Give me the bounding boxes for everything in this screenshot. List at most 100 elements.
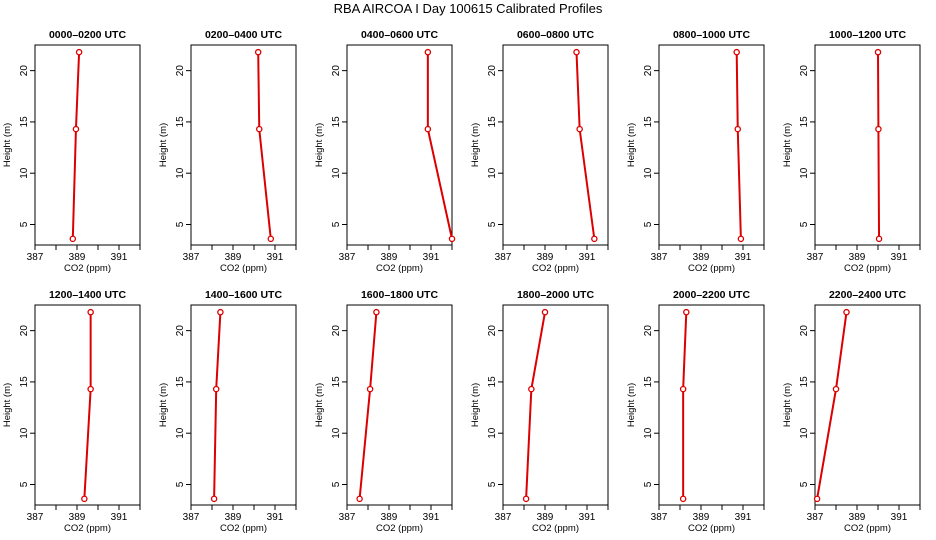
y-tick-label: 15 [331,376,342,388]
y-tick-label: 20 [175,325,186,337]
x-tick-label: 389 [849,252,866,263]
x-tick-label: 387 [183,252,200,263]
profile-line [575,52,596,239]
panel-10: 1800–2000 UTC 387 389 391 5 10 15 20 CO2 (ppm) He… [470,289,609,534]
y-axis-title: Height (m) [470,383,481,427]
panel-title: 2200–2400 UTC [829,289,906,301]
x-axis-title: CO2 (ppm) [532,523,579,534]
panel-8: 1400–1600 UTC 387 389 391 5 10 15 20 CO2 (ppm) He… [158,289,297,534]
data-point [875,235,883,243]
y-tick-label: 5 [19,221,30,227]
y-tick-label: 15 [643,116,654,128]
y-tick-label: 15 [331,116,342,128]
data-point [733,48,740,56]
panel-1: 0000–0200 UTC 387 389 391 5 10 15 20 CO2 (ppm) He… [2,29,141,274]
data-point [874,48,882,56]
y-tick-label: 15 [19,116,30,128]
profile-line [816,312,848,500]
y-tick-label: 15 [487,376,498,388]
data-point [69,235,77,243]
y-tick-label: 15 [799,116,810,128]
y-tick-label: 15 [175,376,186,388]
x-tick-label: 387 [495,252,512,263]
panel-6: 1000–1200 UTC 387 389 391 5 10 15 20 CO2 (ppm) He… [782,29,921,274]
x-tick-label: 391 [891,252,908,263]
panel-title: 2000–2200 UTC [673,289,750,301]
x-tick-label: 389 [69,512,86,523]
x-axis-title: CO2 (ppm) [220,263,267,274]
x-axis-title: CO2 (ppm) [64,263,111,274]
x-tick-label: 391 [735,512,752,523]
x-tick-label: 387 [807,252,824,263]
data-point [210,495,218,503]
y-axis-title: Height (m) [626,383,637,427]
x-tick-label: 387 [339,512,356,523]
profile-line [426,52,453,240]
data-point [734,125,742,133]
plot-frame [814,44,921,246]
data-point [448,235,456,243]
x-tick-label: 391 [579,512,596,523]
y-tick-label: 15 [175,116,186,128]
y-tick-label: 10 [19,427,30,439]
x-tick-label: 391 [579,252,596,263]
y-tick-label: 20 [19,325,30,337]
y-tick-label: 15 [643,376,654,388]
y-tick-label: 20 [331,65,342,77]
y-axis-title: Height (m) [2,383,13,427]
profile-line [71,52,81,239]
data-point [843,308,850,316]
x-tick-label: 389 [381,512,398,523]
x-tick-label: 391 [891,512,908,523]
data-point [356,495,363,503]
x-tick-label: 387 [651,512,668,523]
data-point [832,385,840,393]
data-point [541,308,549,316]
y-tick-label: 20 [799,65,810,77]
data-point [424,125,432,133]
panel-title: 1000–1200 UTC [829,29,906,41]
y-tick-label: 5 [331,221,342,227]
panel-title: 0200–0400 UTC [205,29,282,41]
data-point [267,235,275,243]
x-axis-title: CO2 (ppm) [688,523,735,534]
plot-frame [502,304,609,506]
y-tick-label: 10 [799,167,810,179]
plot-frame [814,304,921,506]
y-axis-title: Height (m) [158,123,169,167]
y-tick-label: 5 [19,481,30,487]
x-tick-label: 389 [537,252,554,263]
data-point [528,385,535,393]
x-tick-label: 389 [69,252,86,263]
y-tick-label: 10 [175,427,186,439]
panel-12: 2200–2400 UTC 387 389 391 5 10 15 20 CO2 (ppm) He… [782,289,921,534]
panel-11: 2000–2200 UTC 387 389 391 5 10 15 20 CO2 (ppm) He… [626,289,765,534]
x-axis-title: CO2 (ppm) [844,523,891,534]
y-tick-label: 5 [487,481,498,487]
y-tick-label: 5 [487,221,498,227]
profile-line [358,312,378,499]
profile-line [682,312,688,499]
x-tick-label: 389 [849,512,866,523]
data-point [576,125,583,133]
y-tick-label: 15 [19,376,30,388]
data-point [683,308,690,316]
y-axis-title: Height (m) [782,123,793,167]
x-tick-label: 391 [267,252,284,263]
plot-frame [658,304,765,506]
profile-line [877,52,881,239]
y-tick-label: 20 [799,325,810,337]
data-point [254,48,262,56]
x-tick-label: 391 [423,512,440,523]
y-tick-label: 20 [643,325,654,337]
plot-frame [502,44,609,246]
x-axis-title: CO2 (ppm) [376,523,423,534]
profile-line [525,312,546,499]
y-tick-label: 5 [643,221,654,227]
y-axis-title: Height (m) [2,123,13,167]
x-tick-label: 389 [693,252,710,263]
plot-frame [190,304,297,506]
x-axis-title: CO2 (ppm) [532,263,579,274]
y-tick-label: 10 [643,427,654,439]
